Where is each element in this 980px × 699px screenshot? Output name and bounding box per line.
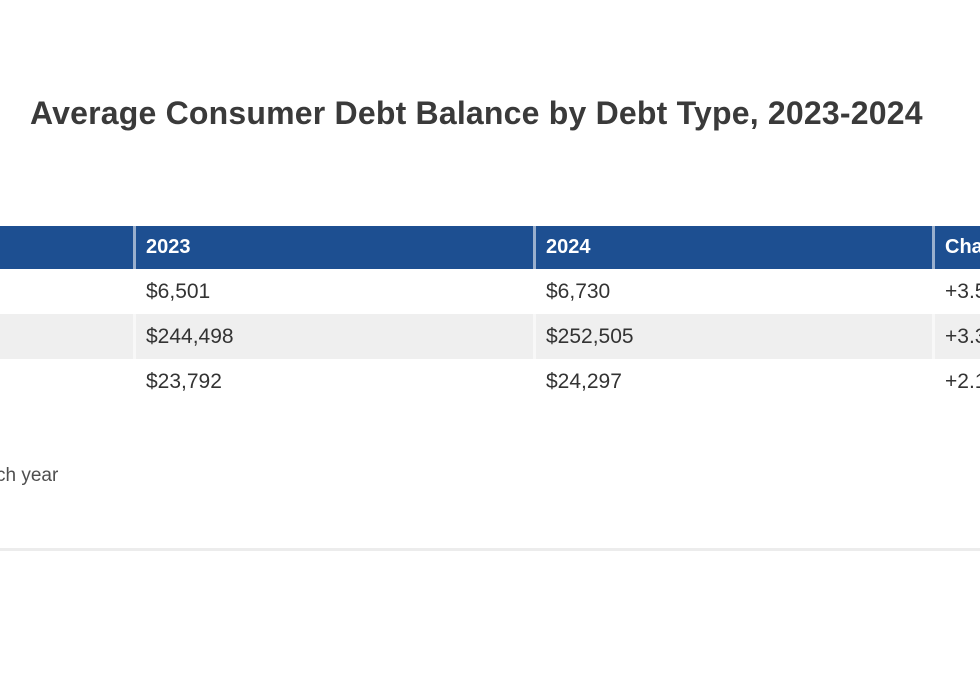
table-row: $23,792 $24,297 +2.1 xyxy=(0,359,980,404)
table-row: $6,501 $6,730 +3.5 xyxy=(0,269,980,314)
header-cell-debt-type xyxy=(0,226,133,269)
header-cell-2023: 2023 xyxy=(133,226,533,269)
horizontal-divider xyxy=(0,548,980,551)
cell-2023-value: $244,498 xyxy=(133,314,533,359)
cell-2024-value: $252,505 xyxy=(533,314,932,359)
page-title: Average Consumer Debt Balance by Debt Ty… xyxy=(30,95,923,131)
table-header-row: 2023 2024 Cha xyxy=(0,226,980,269)
cell-change-value: +2.1 xyxy=(932,359,980,404)
header-cell-change: Cha xyxy=(932,226,980,269)
cell-debt-type xyxy=(0,359,133,404)
cell-change-value: +3.3 xyxy=(932,314,980,359)
cell-change-value: +3.5 xyxy=(932,269,980,314)
cell-2024-value: $24,297 xyxy=(533,359,932,404)
cell-2023-value: $23,792 xyxy=(133,359,533,404)
source-footnote-fragment: ch year xyxy=(0,465,59,486)
header-cell-2024: 2024 xyxy=(533,226,932,269)
cell-debt-type xyxy=(0,269,133,314)
table-row: $244,498 $252,505 +3.3 xyxy=(0,314,980,359)
cell-2024-value: $6,730 xyxy=(533,269,932,314)
cell-2023-value: $6,501 xyxy=(133,269,533,314)
debt-balance-table: 2023 2024 Cha $6,501 $6,730 +3.5 $244,49… xyxy=(0,226,980,404)
cell-debt-type xyxy=(0,314,133,359)
